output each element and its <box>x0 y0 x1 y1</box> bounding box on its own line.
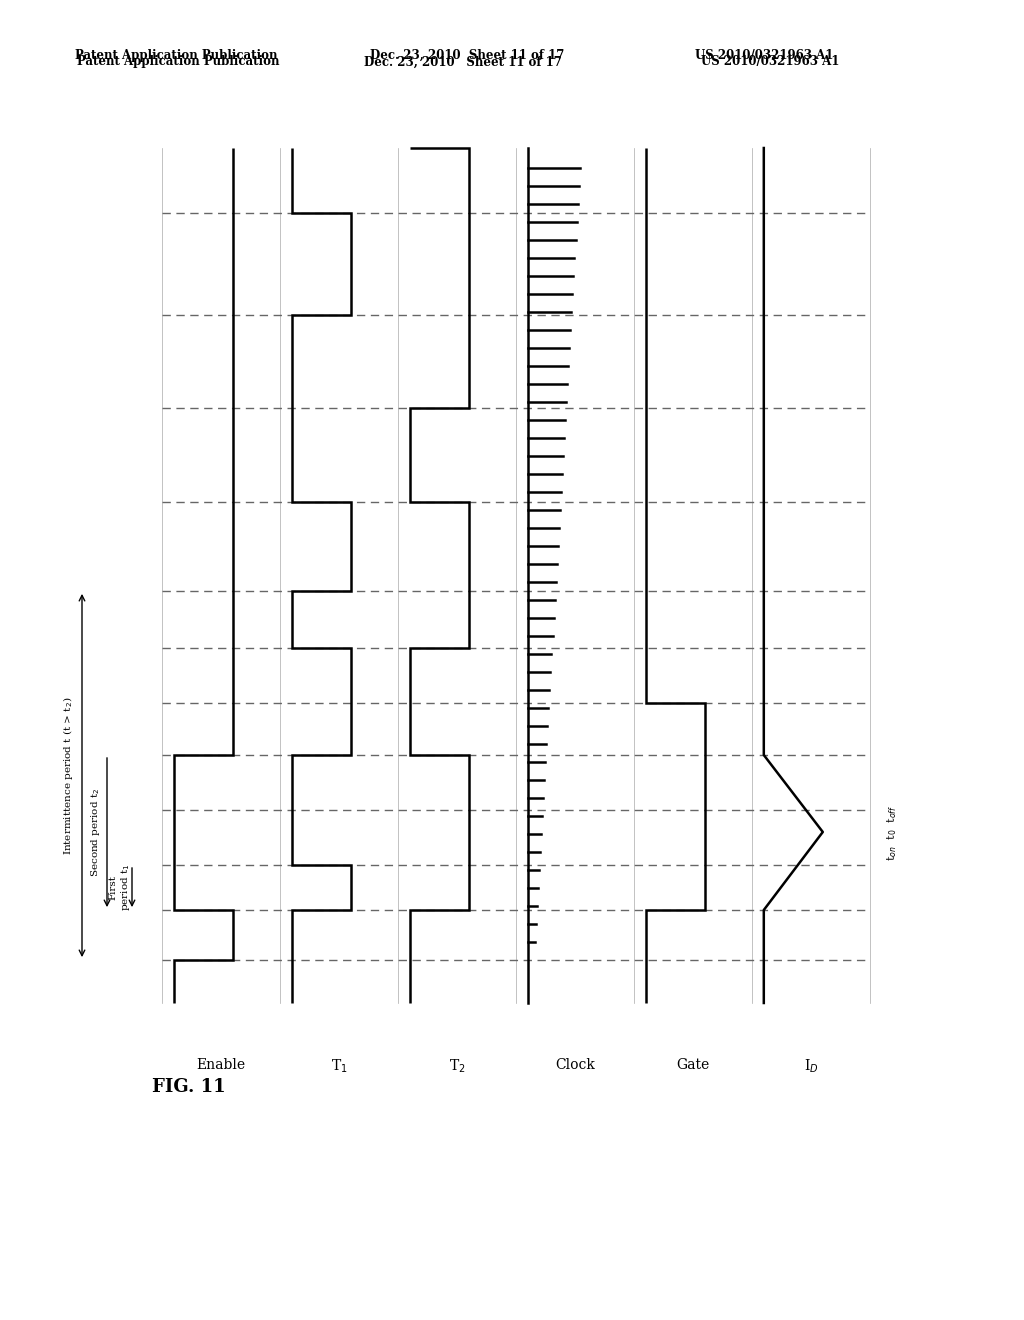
Text: Gate: Gate <box>677 1059 710 1072</box>
Text: Patent Application Publication: Patent Application Publication <box>75 49 278 62</box>
Text: I$_D$: I$_D$ <box>804 1059 818 1076</box>
Text: t$_{on}$  t$_0$  t$_{off}$: t$_{on}$ t$_0$ t$_{off}$ <box>885 804 899 861</box>
Text: Second period t$_2$: Second period t$_2$ <box>88 788 101 878</box>
Text: Clock: Clock <box>555 1059 595 1072</box>
Text: Patent Application Publication: Patent Application Publication <box>77 55 280 69</box>
Text: First
period t$_1$: First period t$_1$ <box>109 863 132 911</box>
Text: US 2010/0321963 A1: US 2010/0321963 A1 <box>695 49 834 62</box>
Text: Dec. 23, 2010  Sheet 11 of 17: Dec. 23, 2010 Sheet 11 of 17 <box>370 49 564 62</box>
Text: Dec. 23, 2010  Sheet 11 of 17: Dec. 23, 2010 Sheet 11 of 17 <box>364 55 561 69</box>
Text: T$_2$: T$_2$ <box>449 1059 465 1076</box>
Text: T$_1$: T$_1$ <box>331 1059 347 1076</box>
Text: Intermittence period t (t > t$_2$): Intermittence period t (t > t$_2$) <box>61 697 75 854</box>
Text: US 2010/0321963 A1: US 2010/0321963 A1 <box>701 55 840 69</box>
Text: FIG. 11: FIG. 11 <box>152 1078 225 1096</box>
Text: Enable: Enable <box>197 1059 246 1072</box>
